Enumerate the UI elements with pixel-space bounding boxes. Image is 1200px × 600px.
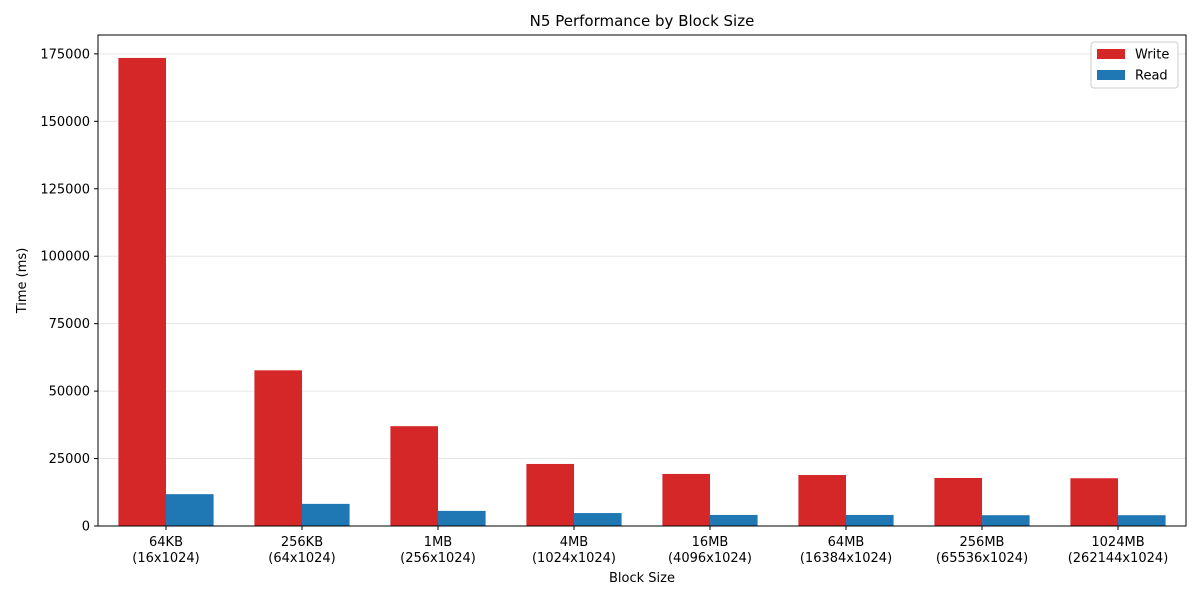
bar-read [302,503,350,526]
bar-read [1118,515,1166,526]
bar-write [254,370,302,526]
y-tick-label: 175000 [40,47,90,62]
x-axis-label: Block Size [609,571,675,586]
bars [118,57,1166,526]
chart-title: N5 Performance by Block Size [530,12,755,30]
bar-write [798,475,846,526]
x-tick-label: 1MB (256x1024) [400,535,476,566]
y-axis: 0 25000 50000 75000 100000 125000 150000 175000 [40,47,98,535]
bar-write [1070,478,1118,526]
x-tick-label: 1024MB (262144x1024) [1068,535,1169,566]
y-tick-label: 50000 [49,385,90,400]
bar-read [166,494,214,526]
y-tick-label: 150000 [40,115,90,130]
y-tick-label: 25000 [49,452,90,467]
x-tick-label: 256MB (65536x1024) [936,535,1028,566]
x-tick-label: 16MB (4096x1024) [668,535,752,566]
legend-swatch-write [1097,49,1125,59]
x-tick-label: 64KB (16x1024) [132,535,199,566]
x-tick-label: 64MB (16384x1024) [800,535,892,566]
bar-write [934,477,982,526]
y-axis-label: Time (ms) [15,248,30,315]
bar-write [526,463,574,526]
legend-label-read: Read [1135,69,1168,84]
legend-swatch-read [1097,70,1125,80]
x-tick-label: 4MB (1024x1024) [532,535,616,566]
x-axis: 64KB (16x1024) 256KB (64x1024) 1MB (256x1024)… [132,526,1168,566]
y-tick-label: 75000 [49,317,90,332]
bar-read [574,513,622,526]
legend: Write Read [1090,41,1179,89]
y-tick-label: 0 [82,520,90,535]
legend-label-write: Write [1135,48,1169,63]
bar-read [710,514,758,526]
y-tick-label: 125000 [40,182,90,197]
bar-read [846,514,894,526]
bar-write [662,473,710,526]
bar-write [118,57,166,526]
bar-read [982,515,1030,526]
y-tick-label: 100000 [40,250,90,265]
x-tick-label: 256KB (64x1024) [268,535,335,566]
plot-frame [97,34,1187,527]
bar-write [390,426,438,526]
bar-read [438,510,486,526]
